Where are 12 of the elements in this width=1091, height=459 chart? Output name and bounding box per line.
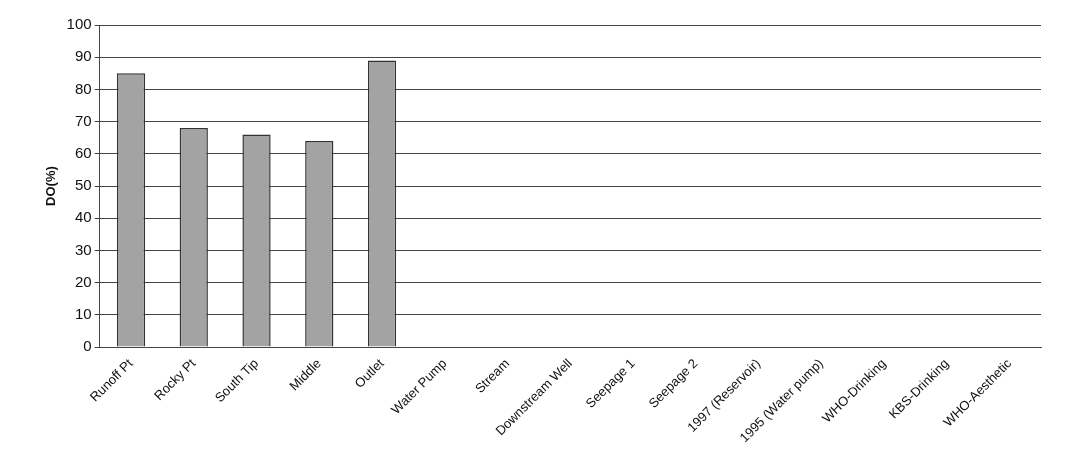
y-axis-title: DO(%) (43, 166, 59, 206)
y-tick-label: 0 (83, 337, 92, 355)
y-tick-label: 70 (74, 111, 92, 129)
y-tick-label: 20 (74, 272, 92, 290)
y-tick-label: 40 (74, 208, 92, 226)
y-tick-label: 80 (74, 79, 92, 97)
y-tick-label: 100 (66, 15, 92, 33)
y-tick-label: 90 (74, 47, 92, 65)
y-tick-label: 30 (74, 240, 92, 258)
y-tick-label: 10 (74, 305, 92, 323)
y-tick-label: 60 (74, 143, 92, 161)
y-tick-label: 50 (74, 176, 92, 194)
